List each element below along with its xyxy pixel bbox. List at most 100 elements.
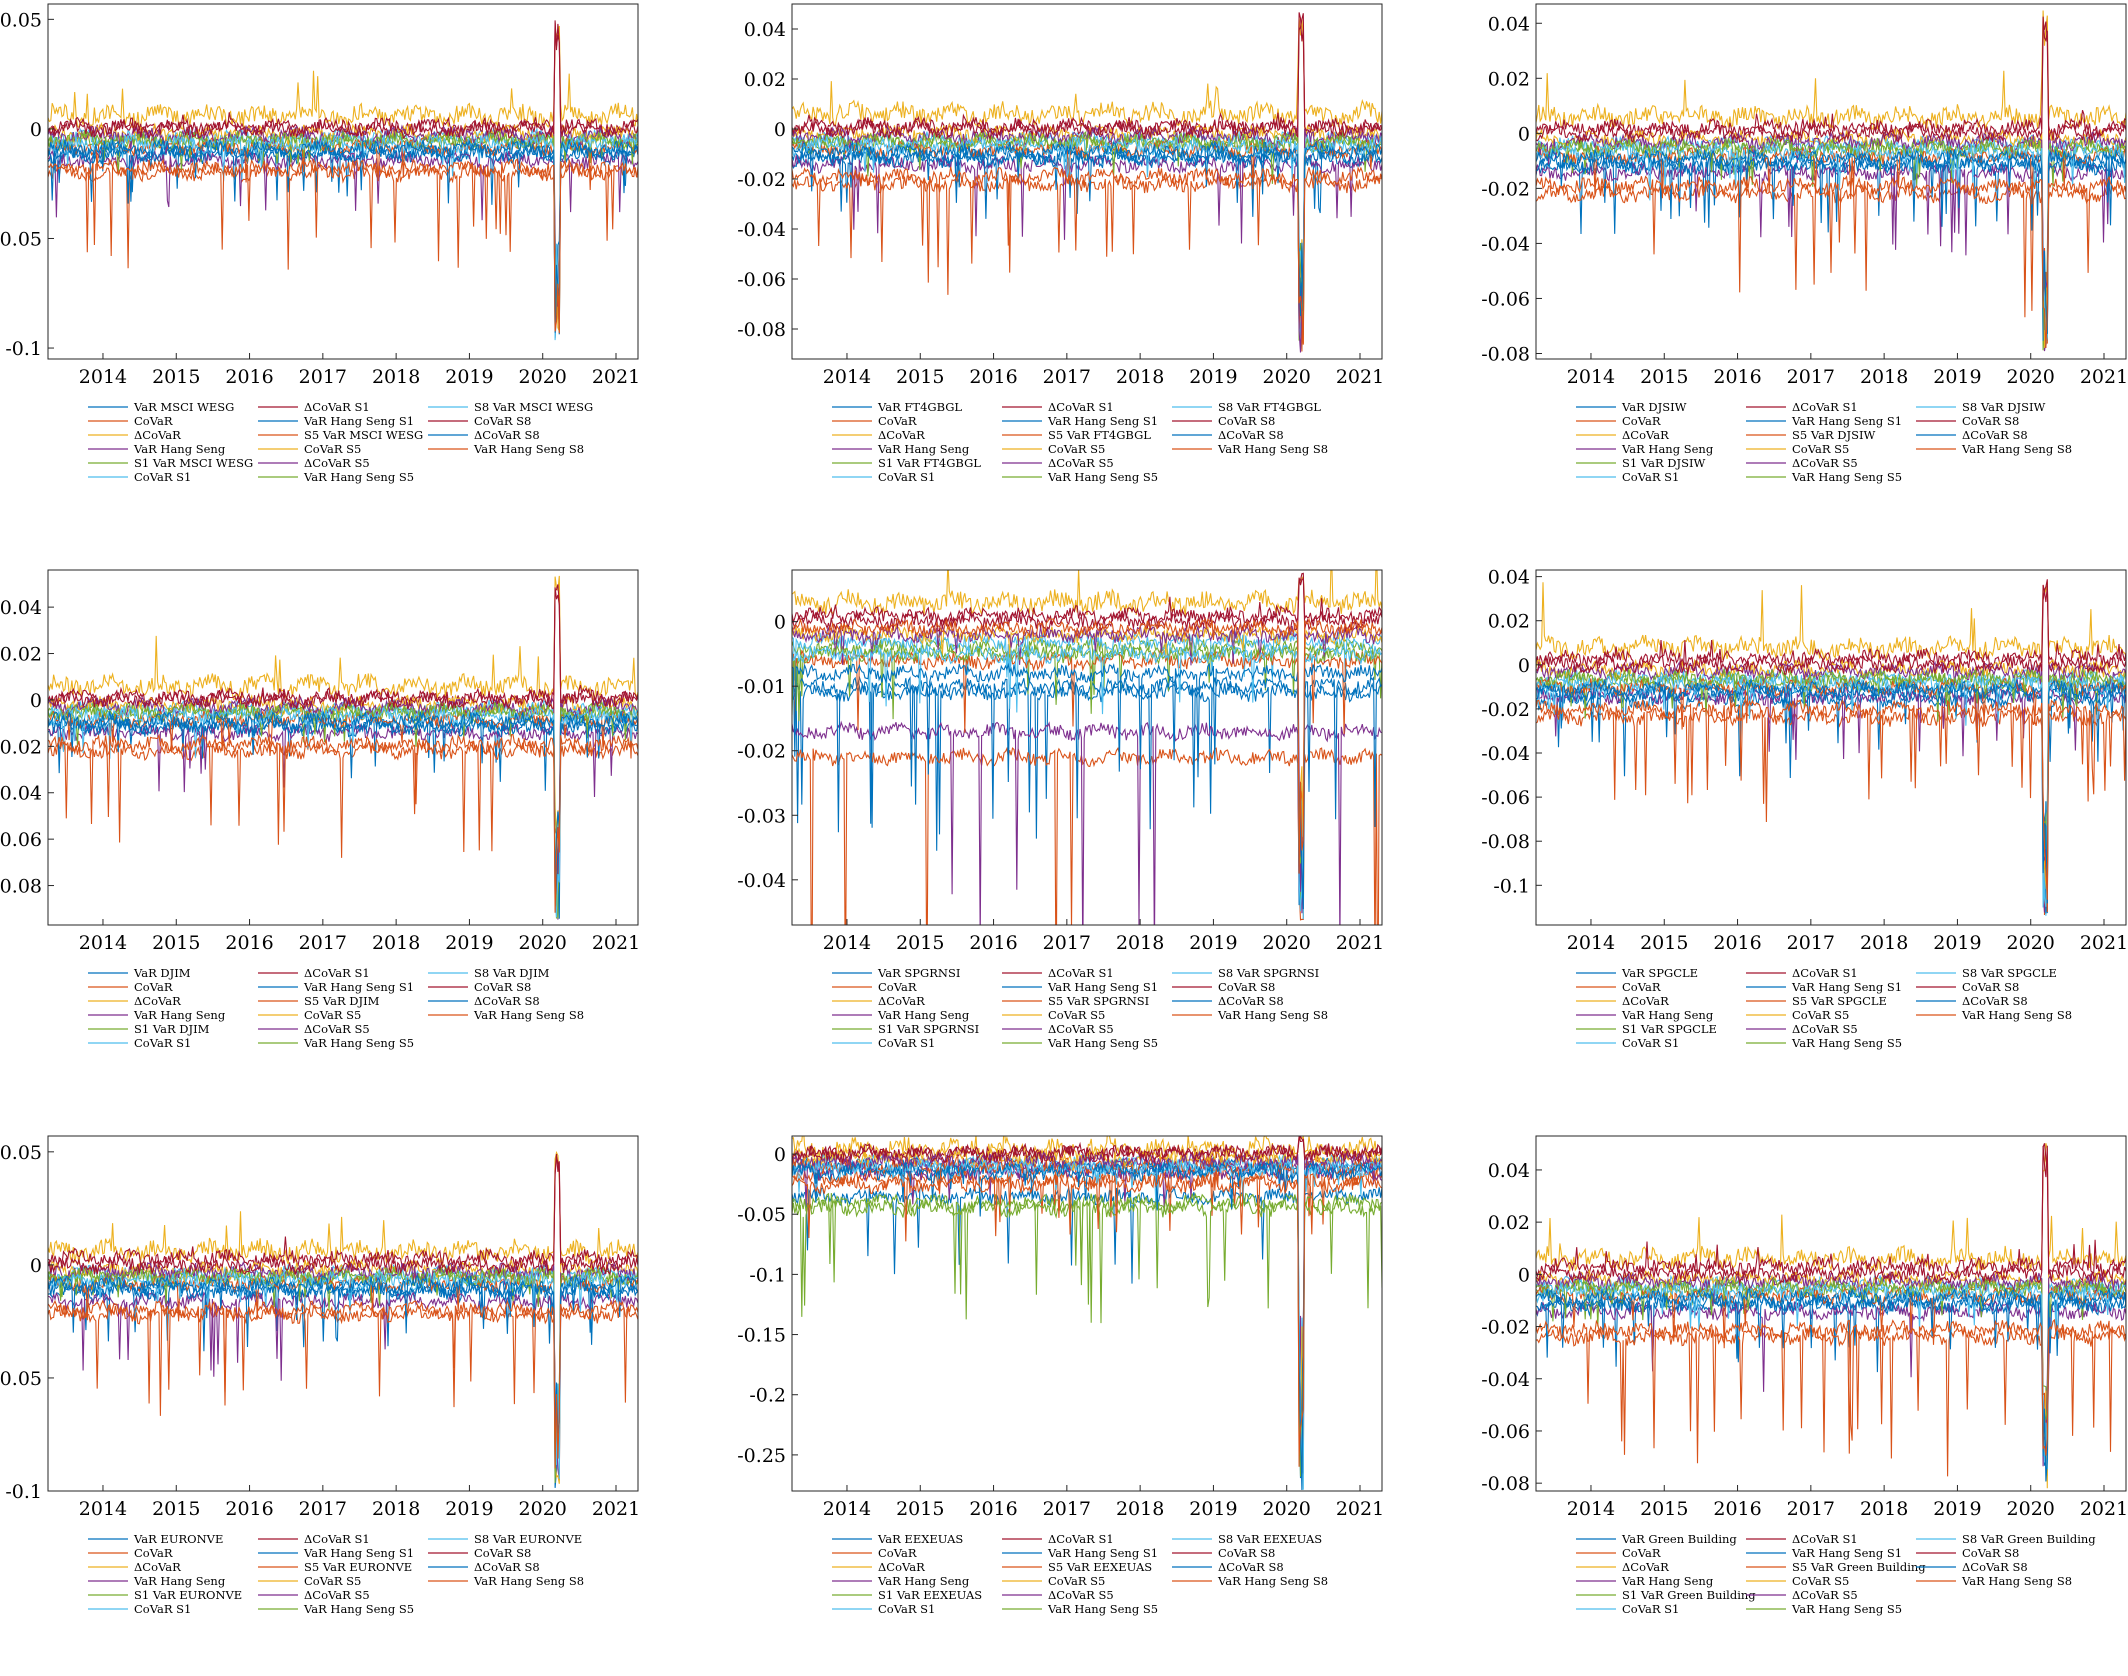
x-tick-label: 2019 bbox=[1189, 1498, 1237, 1520]
y-tick-label: -0.04 bbox=[737, 219, 786, 241]
legend-label: ΔCoVaR S8 bbox=[1962, 1560, 2028, 1574]
series-line-6 bbox=[792, 630, 1382, 920]
legend-label: VaR Hang Seng S5 bbox=[1047, 1602, 1158, 1616]
axes-box bbox=[47, 3, 639, 360]
legend-label: VaR Hang Seng bbox=[877, 1574, 970, 1588]
series-line-2 bbox=[48, 162, 638, 304]
x-tick-label: 2014 bbox=[823, 366, 871, 388]
series-line-13 bbox=[1536, 674, 2126, 907]
chart-panel-3: 2014 2015 2016 2017 2018 2019 2020 2021 0.04 0.02… bbox=[1481, 3, 2128, 544]
legend-label: CoVaR S5 bbox=[304, 442, 361, 456]
y-tick-label: -0.04 bbox=[1481, 233, 1530, 255]
legend-label: VaR Hang Seng S8 bbox=[1961, 442, 2072, 456]
x-tick-label: 2014 bbox=[1567, 366, 1615, 388]
y-tick-label: 0 bbox=[30, 119, 42, 141]
series-line-13 bbox=[792, 1158, 1382, 1470]
chart-svg-7: 2014 2015 2016 2017 2018 2019 2020 2021 0.05 0 -0.… bbox=[0, 1135, 640, 1616]
legend-label: VaR Hang Seng S8 bbox=[473, 1008, 584, 1022]
legend-label: VaR Hang Seng S1 bbox=[1047, 414, 1158, 428]
series-lines bbox=[1536, 10, 2126, 352]
chart-svg-4: 2014 2015 2016 2017 2018 2019 2020 2021 0.04 0.02… bbox=[0, 569, 640, 1050]
x-tick-label: 2016 bbox=[969, 366, 1017, 388]
legend-label: CoVaR S1 bbox=[878, 1036, 935, 1050]
series-line-14 bbox=[1536, 1145, 2126, 1285]
x-tick-label: 2020 bbox=[519, 932, 567, 954]
legend-label: VaR DJSIW bbox=[1621, 400, 1687, 414]
series-line-16 bbox=[1536, 175, 2126, 349]
series-line-16 bbox=[1536, 1318, 2126, 1456]
legend-label: ΔCoVaR S8 bbox=[474, 1560, 540, 1574]
x-tick-label: 2019 bbox=[445, 932, 493, 954]
series-line-4 bbox=[48, 149, 638, 321]
x-tick-label: 2019 bbox=[1933, 366, 1981, 388]
x-tick-label: 2014 bbox=[823, 932, 871, 954]
y-tick-label: -0.01 bbox=[737, 676, 786, 698]
chart-svg-9: 2014 2015 2016 2017 2018 2019 2020 2021 0.04 0.02… bbox=[1481, 1135, 2128, 1616]
chart-panel-1: 2014 2015 2016 2017 2018 2019 2020 2021 0.05 0 -0.… bbox=[0, 3, 748, 544]
legend-label: S8 VaR EURONVE bbox=[474, 1532, 582, 1546]
legend-label: ΔCoVaR S8 bbox=[1218, 428, 1284, 442]
legend-label: S1 VaR EURONVE bbox=[134, 1588, 242, 1602]
y-tick-label: -0.08 bbox=[0, 876, 42, 898]
legend-label: VaR Hang Seng S1 bbox=[303, 980, 414, 994]
y-tick-label: 0 bbox=[774, 1144, 786, 1166]
y-tick-label: -0.04 bbox=[737, 870, 786, 892]
legend-label: S8 VaR SPGRNSI bbox=[1218, 966, 1319, 980]
y-tick-label: -0.1 bbox=[749, 1264, 786, 1286]
x-tick-label: 2018 bbox=[1116, 932, 1164, 954]
legend-label: ΔCoVaR S5 bbox=[1048, 456, 1114, 470]
series-line-15 bbox=[1536, 148, 2126, 334]
x-tick-label: 2018 bbox=[1860, 932, 1908, 954]
x-tick-label: 2015 bbox=[1640, 1498, 1688, 1520]
x-tick-label: 2016 bbox=[1713, 932, 1761, 954]
series-line-9 bbox=[792, 138, 1382, 352]
legend-label: S1 VaR DJSIW bbox=[1622, 456, 1706, 470]
x-tick-label: 2021 bbox=[1336, 1498, 1384, 1520]
legend-label: ΔCoVaR S1 bbox=[1792, 1532, 1858, 1546]
legend-label: S5 VaR SPGRNSI bbox=[1048, 994, 1149, 1008]
y-tick-label: -0.06 bbox=[1481, 1421, 1530, 1443]
legend-label: CoVaR S5 bbox=[1792, 1574, 1849, 1588]
chart-panel-4: 2014 2015 2016 2017 2018 2019 2020 2021 0.04 0.02… bbox=[0, 569, 748, 1110]
legend-label: S1 VaR FT4GBGL bbox=[878, 456, 981, 470]
series-line-15 bbox=[1536, 678, 2126, 904]
legend-label: ΔCoVaR bbox=[134, 1560, 181, 1574]
legend-label: S5 VaR MSCI WESG bbox=[304, 428, 423, 442]
series-line-4 bbox=[48, 722, 638, 920]
legend-label: S5 VaR FT4GBGL bbox=[1048, 428, 1151, 442]
series-line-7 bbox=[1536, 584, 2126, 670]
y-tick-label: -0.25 bbox=[737, 1445, 786, 1467]
legend-label: VaR Hang Seng S5 bbox=[303, 1036, 414, 1050]
legend-label: CoVaR S1 bbox=[878, 1602, 935, 1616]
series-line-14 bbox=[48, 1157, 638, 1276]
y-tick-label: -0.02 bbox=[1481, 178, 1530, 200]
chart-panel-6: 2014 2015 2016 2017 2018 2019 2020 2021 0.04 0.02… bbox=[1481, 567, 2128, 1110]
series-lines bbox=[1536, 1143, 2126, 1489]
legend-label: S8 VaR DJSIW bbox=[1962, 400, 2046, 414]
legend-label: CoVaR S1 bbox=[134, 1602, 191, 1616]
series-line-7 bbox=[792, 1136, 1382, 1164]
x-tick-label: 2015 bbox=[1640, 366, 1688, 388]
series-line-4 bbox=[792, 720, 1382, 925]
axes-box bbox=[1535, 1135, 2127, 1492]
legend-label: VaR Hang Seng bbox=[133, 442, 226, 456]
axes-box bbox=[791, 569, 1383, 926]
chart-panel-5: 2014 2015 2016 2017 2018 2019 2020 2021 0 -0.01 -0… bbox=[737, 569, 1492, 1110]
chart-panel-7: 2014 2015 2016 2017 2018 2019 2020 2021 0.05 0 -0.… bbox=[0, 1135, 748, 1676]
legend-label: ΔCoVaR S1 bbox=[1048, 966, 1114, 980]
series-lines bbox=[1536, 579, 2126, 916]
legend-label: S8 VaR FT4GBGL bbox=[1218, 400, 1321, 414]
x-tick-label: 2016 bbox=[1713, 1498, 1761, 1520]
x-tick-label: 2016 bbox=[225, 1498, 273, 1520]
legend-label: ΔCoVaR bbox=[134, 428, 181, 442]
legend-label: S1 VaR SPGRNSI bbox=[878, 1022, 979, 1036]
y-tick-label: -0.05 bbox=[737, 1204, 786, 1226]
series-line-7 bbox=[48, 584, 638, 709]
y-tick-label: -0.08 bbox=[737, 319, 786, 341]
legend-label: VaR Hang Seng S1 bbox=[1047, 980, 1158, 994]
legend-label: ΔCoVaR S8 bbox=[474, 428, 540, 442]
y-tick-label: -0.06 bbox=[1481, 787, 1530, 809]
axes-box bbox=[1535, 569, 2127, 926]
